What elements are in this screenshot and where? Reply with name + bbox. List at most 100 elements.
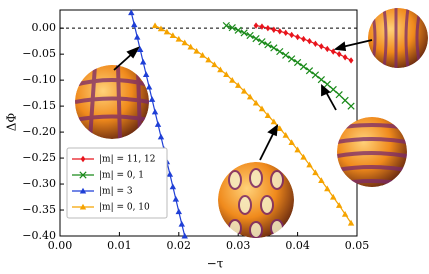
- marker: [169, 183, 177, 190]
- marker: [276, 125, 283, 132]
- marker: [259, 23, 265, 30]
- marker: [139, 58, 147, 65]
- x-tick-label: 0.04: [285, 239, 310, 252]
- marker: [318, 43, 324, 50]
- x-axis-label: −τ: [207, 257, 224, 271]
- marker: [234, 26, 242, 34]
- marker: [240, 87, 248, 94]
- plot-area: 0.00 0.01 0.02 0.03 0.04 0.05 0.00 −0.05 −0.10 −0…: [22, 9, 369, 252]
- y-tick-label: −0.15: [22, 99, 56, 112]
- marker: [222, 21, 230, 30]
- marker: [313, 40, 318, 47]
- marker: [336, 50, 342, 58]
- sphere: [337, 117, 407, 187]
- marker: [335, 91, 343, 99]
- marker: [252, 34, 260, 43]
- marker: [252, 99, 260, 106]
- marker: [300, 153, 307, 160]
- y-tick-label: −0.20: [22, 125, 56, 138]
- marker: [136, 46, 144, 53]
- x-tick-label: 0.05: [345, 239, 370, 252]
- marker: [264, 41, 272, 49]
- marker: [265, 24, 271, 32]
- marker: [175, 208, 182, 215]
- marker: [270, 44, 278, 52]
- legend: |m| = 11, 12 |m| = 0, 1 |m| = 3 |m| = 0, 10: [66, 147, 168, 219]
- legend-label: |m| = 3: [99, 187, 133, 197]
- marker: [151, 22, 159, 29]
- marker: [307, 37, 312, 45]
- y-tick-label: −0.30: [22, 177, 56, 190]
- marker: [288, 139, 295, 146]
- marker: [157, 133, 165, 140]
- marker: [181, 232, 188, 239]
- marker: [330, 193, 337, 200]
- x-tick-label: 0.01: [107, 239, 132, 252]
- sphere: [75, 65, 149, 139]
- marker: [282, 51, 290, 59]
- marker: [270, 118, 278, 125]
- marker: [148, 96, 156, 102]
- marker: [342, 54, 348, 61]
- marker: [293, 58, 302, 67]
- marker: [341, 210, 349, 217]
- marker: [306, 161, 313, 168]
- legend-label: |m| = 0, 10: [99, 203, 150, 213]
- marker: [305, 67, 314, 75]
- marker: [294, 146, 301, 153]
- marker: [271, 26, 277, 33]
- marker: [80, 155, 86, 163]
- sphere: [218, 162, 294, 238]
- arrows: [113, 39, 373, 161]
- marker: [264, 112, 272, 119]
- marker: [295, 33, 300, 41]
- y-tick-label: −0.25: [22, 151, 56, 164]
- marker: [151, 108, 159, 115]
- series-line: [154, 25, 352, 224]
- marker: [283, 29, 289, 37]
- marker: [157, 25, 165, 32]
- marker: [311, 71, 320, 79]
- y-axis-label: ΔΦ: [5, 113, 19, 132]
- marker: [301, 35, 306, 43]
- marker: [335, 202, 343, 208]
- marker: [312, 169, 319, 176]
- marker: [324, 185, 331, 192]
- marker: [134, 33, 141, 40]
- y-tick-label: 0.00: [32, 21, 57, 34]
- sphere: [368, 8, 428, 68]
- inset-spheres: [75, 8, 428, 238]
- marker: [178, 220, 185, 227]
- marker: [223, 71, 230, 77]
- y-tick-label: −0.05: [22, 47, 56, 60]
- marker: [199, 52, 206, 58]
- marker: [258, 105, 266, 112]
- marker: [172, 195, 180, 202]
- marker: [347, 102, 355, 110]
- x-tick-label: 0.02: [167, 239, 192, 252]
- marker: [187, 43, 194, 50]
- marker: [169, 32, 177, 39]
- marker: [79, 187, 87, 194]
- marker: [258, 38, 266, 46]
- marker: [253, 22, 259, 29]
- marker: [282, 132, 289, 138]
- y-tick-label: −0.10: [22, 73, 56, 86]
- marker: [330, 48, 336, 55]
- marker: [175, 35, 182, 42]
- marker: [276, 47, 284, 56]
- marker: [154, 121, 162, 127]
- legend-box: [66, 147, 168, 219]
- marker: [128, 9, 135, 16]
- marker: [145, 83, 153, 90]
- marker: [166, 170, 174, 177]
- marker: [240, 29, 248, 37]
- series-line: [226, 25, 352, 107]
- marker: [318, 177, 325, 183]
- marker: [228, 24, 236, 32]
- marker: [246, 31, 254, 40]
- x-tick-label: 0.00: [48, 239, 73, 252]
- marker: [205, 56, 212, 63]
- marker: [235, 82, 242, 88]
- marker: [277, 28, 283, 35]
